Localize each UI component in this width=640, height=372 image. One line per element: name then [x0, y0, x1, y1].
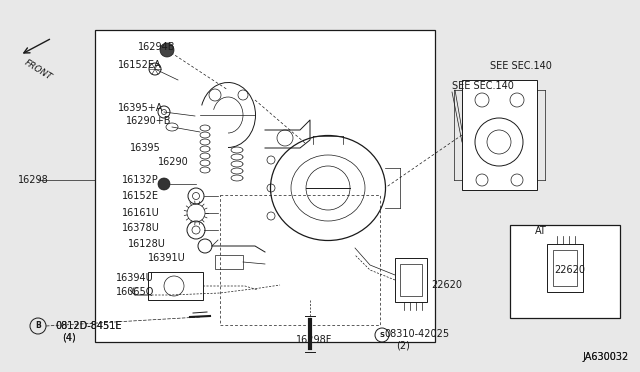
Text: 16394U: 16394U [116, 273, 154, 283]
Text: S: S [380, 332, 385, 338]
Text: 16065Q: 16065Q [116, 287, 154, 297]
Text: (4): (4) [62, 333, 76, 343]
Text: JA630032: JA630032 [582, 352, 628, 362]
Text: SEE SEC.140: SEE SEC.140 [490, 61, 552, 71]
Text: 0812D-8451E: 0812D-8451E [55, 321, 122, 331]
Text: (4): (4) [62, 333, 76, 343]
Text: 16132P: 16132P [122, 175, 159, 185]
Bar [395, 258, 427, 302]
Bar [95, 30, 435, 342]
Text: 16290+B: 16290+B [126, 116, 172, 126]
Bar [553, 250, 577, 286]
Text: AT: AT [535, 226, 547, 236]
Text: 16294B: 16294B [138, 42, 175, 52]
Bar [547, 244, 583, 292]
Text: 08310-42025: 08310-42025 [384, 329, 449, 339]
Text: 16128U: 16128U [128, 239, 166, 249]
Text: SEE SEC.140: SEE SEC.140 [452, 81, 514, 91]
Bar [148, 272, 203, 300]
Text: 16152EA: 16152EA [118, 60, 162, 70]
Bar [510, 225, 620, 318]
Circle shape [160, 43, 174, 57]
Text: JA630032: JA630032 [582, 352, 628, 362]
Text: 22620: 22620 [554, 265, 585, 275]
Bar [215, 255, 243, 269]
Text: 16290: 16290 [158, 157, 189, 167]
Text: 0812D-8451E: 0812D-8451E [55, 321, 122, 331]
Text: FRONT: FRONT [22, 58, 53, 82]
Text: 16391U: 16391U [148, 253, 186, 263]
Text: 16152E: 16152E [122, 191, 159, 201]
Bar [462, 80, 537, 190]
Text: 16395: 16395 [130, 143, 161, 153]
Text: 16298: 16298 [18, 175, 49, 185]
Circle shape [158, 178, 170, 190]
Text: 16395+A: 16395+A [118, 103, 163, 113]
Text: 16298F: 16298F [296, 335, 332, 345]
Text: B: B [35, 321, 41, 330]
Text: 22620: 22620 [431, 280, 462, 290]
Text: 16378U: 16378U [122, 223, 160, 233]
Bar [400, 264, 422, 296]
Text: 16161U: 16161U [122, 208, 160, 218]
Text: (2): (2) [396, 341, 410, 351]
